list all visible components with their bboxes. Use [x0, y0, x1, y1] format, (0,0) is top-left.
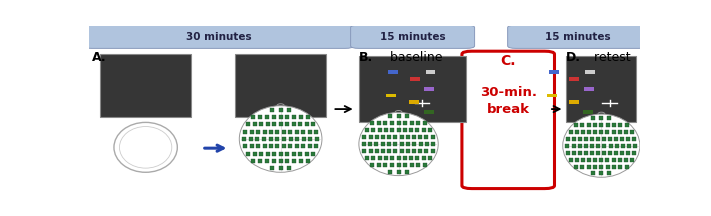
Text: 15 minutes: 15 minutes	[545, 32, 610, 42]
FancyBboxPatch shape	[351, 25, 475, 48]
Ellipse shape	[114, 122, 177, 172]
Bar	[386, 94, 396, 97]
Text: retest: retest	[582, 51, 631, 64]
Text: C.: C.	[501, 54, 516, 68]
Bar	[424, 110, 434, 114]
Ellipse shape	[563, 114, 640, 177]
Bar	[549, 70, 559, 74]
Text: B.: B.	[359, 51, 373, 64]
Text: 30 minutes: 30 minutes	[186, 32, 251, 42]
FancyBboxPatch shape	[508, 25, 647, 48]
Ellipse shape	[240, 106, 322, 172]
Text: A.: A.	[92, 51, 106, 64]
Bar	[424, 87, 434, 91]
FancyBboxPatch shape	[359, 56, 466, 122]
Ellipse shape	[119, 127, 172, 168]
FancyBboxPatch shape	[100, 54, 191, 118]
Bar	[547, 94, 557, 97]
Text: baseline: baseline	[378, 51, 443, 64]
Text: 30-min.
break: 30-min. break	[480, 86, 537, 116]
Bar	[569, 77, 579, 81]
Bar	[410, 77, 420, 81]
FancyBboxPatch shape	[83, 25, 353, 48]
Bar	[582, 110, 592, 114]
Ellipse shape	[359, 112, 438, 176]
Bar	[409, 100, 419, 104]
Text: 15 minutes: 15 minutes	[380, 32, 445, 42]
FancyBboxPatch shape	[462, 51, 555, 189]
Text: D.: D.	[565, 51, 580, 64]
Bar	[388, 70, 398, 74]
FancyBboxPatch shape	[565, 56, 636, 122]
Bar	[569, 100, 579, 104]
Bar	[585, 70, 595, 74]
Bar	[426, 70, 435, 74]
FancyBboxPatch shape	[235, 54, 326, 118]
Bar	[584, 87, 594, 91]
